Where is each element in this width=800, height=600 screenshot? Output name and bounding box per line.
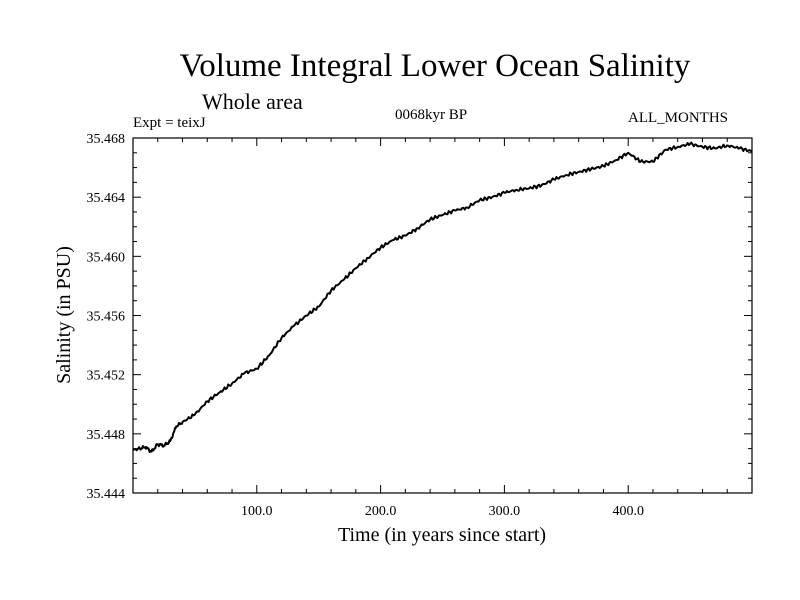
chart-subtitle: Whole area — [202, 89, 303, 114]
y-axis-label: Salinity (in PSU) — [53, 246, 75, 384]
axis-ticks — [133, 138, 752, 493]
y-tick-labels: 35.444 35.448 35.452 35.456 35.460 35.464 35.4… — [87, 132, 126, 502]
x-axis-label: Time (in years since start) — [338, 524, 546, 546]
y-tick-label: 35.468 — [87, 132, 126, 147]
y-tick-label: 35.448 — [87, 428, 126, 443]
x-tick-label: 300.0 — [489, 504, 521, 519]
plot-frame — [132, 137, 753, 494]
x-tick-label: 400.0 — [612, 504, 644, 519]
chart-title: Volume Integral Lower Ocean Salinity — [179, 48, 691, 84]
period-label: 0068kyr BP — [395, 107, 468, 123]
x-tick-label: 200.0 — [365, 504, 397, 519]
y-tick-label: 35.452 — [87, 369, 126, 384]
y-tick-label: 35.464 — [87, 191, 126, 206]
months-label: ALL_MONTHS — [628, 110, 728, 126]
x-tick-label: 100.0 — [241, 504, 273, 519]
series-line-salinity — [132, 141, 753, 453]
y-tick-label: 35.444 — [87, 487, 126, 502]
y-tick-label: 35.460 — [87, 250, 126, 265]
y-tick-label: 35.456 — [87, 310, 126, 325]
experiment-label: Expt = teixJ — [133, 115, 206, 131]
x-tick-labels: 100.0 200.0 300.0 400.0 — [241, 504, 644, 519]
